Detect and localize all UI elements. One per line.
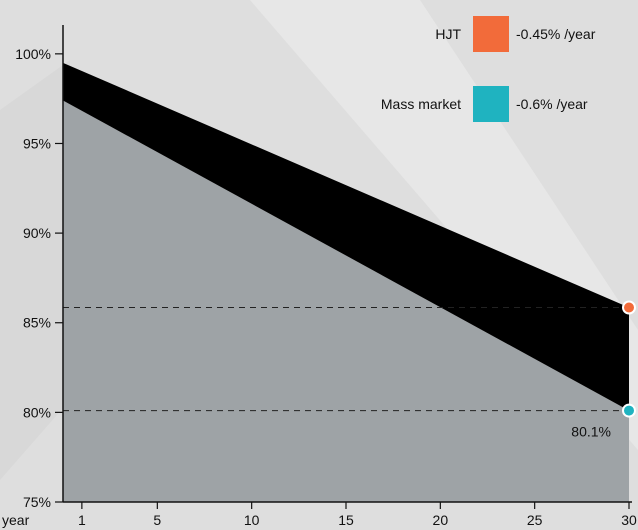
- y-tick-label: 90%: [23, 225, 51, 241]
- legend: HJT -0.45% /year Mass market -0.6% /year: [381, 16, 596, 122]
- y-tick-label: 95%: [23, 135, 51, 151]
- plot-areas: [63, 62, 629, 502]
- annotation-label: 80.1%: [571, 424, 611, 440]
- x-tick-label: 15: [338, 512, 354, 528]
- legend-rate-hjt: -0.45% /year: [516, 26, 596, 42]
- legend-name-hjt: HJT: [435, 26, 461, 42]
- x-tick-label: 20: [433, 512, 449, 528]
- background-band: [0, 60, 70, 480]
- legend-name-mass-market: Mass market: [381, 96, 461, 112]
- annotations: 80.1%: [571, 424, 611, 440]
- end-marker-mass-market: [622, 403, 636, 418]
- x-tick-label: 30: [621, 512, 637, 528]
- legend-swatch-mass-market: [473, 86, 509, 122]
- x-ticks: year 1 5 10 15 20 25 30: [2, 502, 637, 528]
- y-tick-label: 75%: [23, 494, 51, 510]
- y-tick-label: 85%: [23, 315, 51, 331]
- x-tick-label: 10: [244, 512, 260, 528]
- legend-rate-mass-market: -0.6% /year: [516, 96, 588, 112]
- legend-swatch-hjt: [473, 16, 509, 52]
- y-ticks: 75% 80% 85% 90% 95% 100%: [15, 46, 63, 510]
- x-tick-label: 5: [153, 512, 161, 528]
- y-tick-label: 100%: [15, 46, 51, 62]
- x-axis-label: year: [2, 512, 30, 528]
- end-markers: [622, 300, 636, 418]
- mass-market-area: [63, 100, 629, 502]
- hjt-advantage-band: [63, 62, 629, 411]
- y-tick-label: 80%: [23, 404, 51, 420]
- x-tick-label: 25: [527, 512, 543, 528]
- end-marker-hjt: [622, 300, 636, 315]
- x-tick-label: 1: [78, 512, 86, 528]
